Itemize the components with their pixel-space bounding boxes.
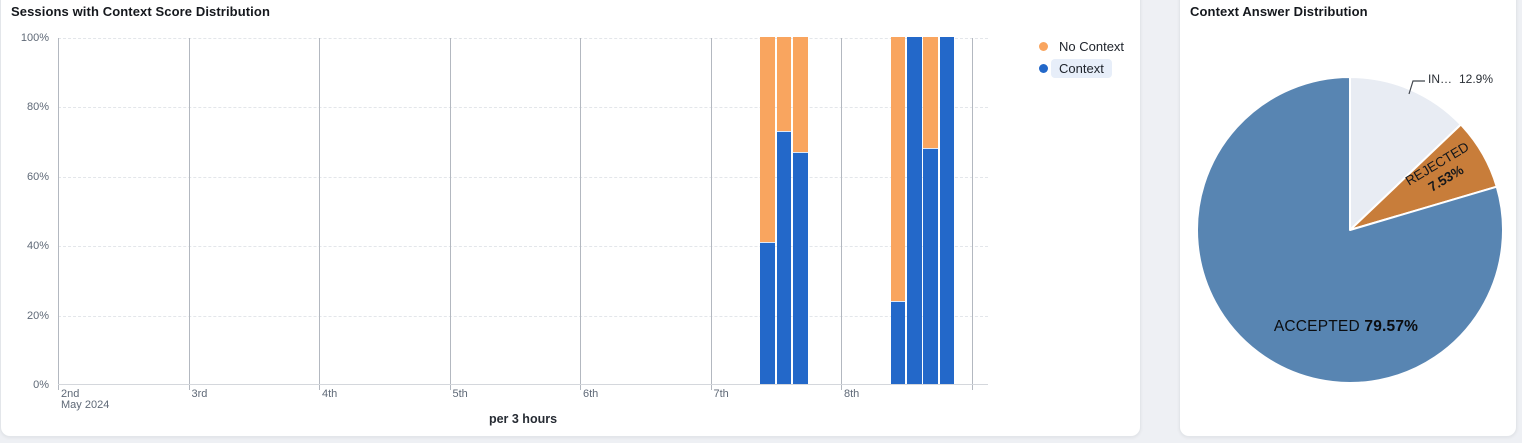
legend-item-no-context[interactable]: No Context	[1039, 35, 1132, 57]
pie-slices	[1196, 76, 1504, 384]
gridline-v	[188, 38, 190, 384]
gridline-v	[319, 38, 320, 384]
y-tick-label: 20%	[26, 309, 49, 322]
no-context-segment	[760, 37, 775, 242]
gridline-v	[710, 38, 712, 384]
legend-item-context[interactable]: Context	[1039, 57, 1132, 79]
context-answer-card: Context Answer Distribution ACCEPTED 79.…	[1179, 0, 1517, 437]
bar-7th-slot5[interactable]	[792, 37, 808, 384]
bar-8th-slot3[interactable]	[890, 37, 906, 384]
legend-item-label: Context	[1051, 58, 1112, 78]
bar-8th-slot6[interactable]	[939, 37, 955, 384]
accepted-label: ACCEPTED	[1273, 318, 1360, 335]
no-context-segment	[890, 37, 906, 301]
bar-8th-slot5[interactable]	[923, 37, 938, 384]
bar-chart-plot-area	[58, 37, 988, 385]
no-context-segment	[776, 37, 792, 131]
pie-slice-accepted[interactable]	[1196, 76, 1504, 384]
legend-dot	[1039, 41, 1048, 51]
gridline-h	[58, 246, 988, 248]
x-tick-label: 4th	[322, 388, 338, 400]
y-tick-label: 40%	[26, 240, 49, 253]
sessions-chart-card: Sessions with Context Score Distribution…	[0, 0, 1141, 437]
chart-legend: No Context Context	[1039, 35, 1132, 79]
axis-tick	[971, 385, 973, 390]
gridline-v	[841, 38, 842, 384]
gridline-v	[58, 38, 59, 384]
pie-label-accepted: ACCEPTED 79.57%	[1216, 318, 1476, 336]
y-tick-label: 0%	[33, 379, 49, 391]
x-tick-label: 6th	[583, 388, 599, 400]
context-segment	[776, 130, 792, 384]
x-axis-caption: per 3 hours	[488, 412, 558, 426]
gridline-v	[971, 38, 973, 384]
inconclusive-value: 12.9%	[1459, 72, 1494, 86]
axis-tick	[188, 385, 190, 390]
x-tick-label: 8th	[844, 388, 860, 400]
x-tick-label: 5th	[452, 388, 468, 400]
pie-chart	[1196, 76, 1504, 384]
bar-8th-slot4[interactable]	[907, 37, 922, 384]
no-context-segment	[792, 37, 808, 152]
sessions-chart-title: Sessions with Context Score Distribution	[11, 4, 270, 19]
axis-tick	[580, 385, 581, 390]
inconclusive-label: IN…	[1428, 72, 1452, 86]
axis-tick	[58, 385, 59, 390]
x-tick-label: 2nd	[61, 388, 80, 400]
x-axis-month-label: May 2024	[61, 399, 110, 411]
context-segment	[923, 148, 938, 384]
context-segment	[907, 37, 922, 384]
pie-label-inconclusive: IN… 12.9%	[1428, 72, 1493, 86]
gridline-h	[58, 38, 988, 39]
no-context-segment	[923, 37, 938, 149]
gridline-h	[58, 176, 988, 178]
x-tick-label: 7th	[713, 388, 729, 400]
legend-dot	[1039, 63, 1048, 73]
gridline-v	[449, 38, 451, 384]
callout-line	[1408, 80, 1425, 95]
y-tick-label: 60%	[26, 170, 49, 183]
accepted-value: 79.57%	[1364, 318, 1419, 335]
axis-tick	[449, 385, 451, 390]
bar-7th-slot4[interactable]	[776, 37, 792, 384]
context-segment	[890, 300, 906, 384]
legend-item-label: No Context	[1059, 38, 1125, 54]
bar-7th-slot3[interactable]	[760, 37, 775, 384]
axis-tick	[841, 385, 842, 390]
pie-chart-title: Context Answer Distribution	[1190, 4, 1368, 19]
gridline-h	[58, 107, 988, 109]
axis-tick	[710, 385, 712, 390]
context-segment	[939, 37, 955, 384]
y-tick-label: 80%	[26, 101, 49, 114]
y-tick-label: 100%	[20, 32, 49, 44]
context-segment	[792, 151, 808, 384]
axis-tick	[319, 385, 320, 390]
gridline-h	[58, 315, 988, 317]
context-segment	[760, 241, 775, 384]
x-tick-label: 3rd	[191, 388, 208, 400]
gridline-v	[580, 38, 581, 384]
